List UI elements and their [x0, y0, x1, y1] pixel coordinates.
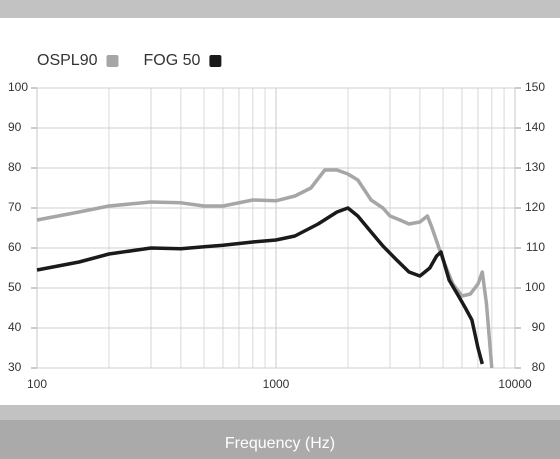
series-line [36, 206, 484, 365]
footer [0, 420, 560, 459]
y-tick-label: 50 [8, 280, 22, 294]
y-tick-label: 40 [8, 320, 22, 334]
legend-label: FOG 50 [143, 52, 200, 69]
y2-tick-label: 150 [525, 80, 545, 94]
series-line [36, 168, 494, 369]
y2-tick-label: 140 [525, 120, 545, 134]
y2-tick-label: 130 [525, 160, 545, 174]
y2-tick-label: 110 [526, 240, 545, 254]
legend-label: OSPL90 [37, 52, 98, 69]
x-tick-label: 100 [27, 377, 47, 391]
y2-tick-label: 90 [532, 320, 546, 334]
y-tick-label: 80 [8, 160, 22, 174]
y-tick-label: 70 [8, 200, 22, 214]
y2-tick-label: 80 [532, 360, 546, 374]
y-tick-label: 60 [8, 240, 22, 254]
y-tick-label: 90 [8, 120, 22, 134]
legend-swatch [209, 55, 222, 67]
x-tick-label: 10000 [498, 377, 532, 391]
x-axis-label: Frequency (Hz) [225, 435, 335, 452]
legend-swatch [106, 55, 119, 67]
y-tick-label: 30 [8, 360, 22, 374]
y2-tick-label: 100 [525, 280, 545, 294]
y-tick-label: 100 [8, 80, 28, 94]
x-tick-label: 1000 [263, 377, 290, 391]
y2-tick-label: 120 [525, 200, 545, 214]
